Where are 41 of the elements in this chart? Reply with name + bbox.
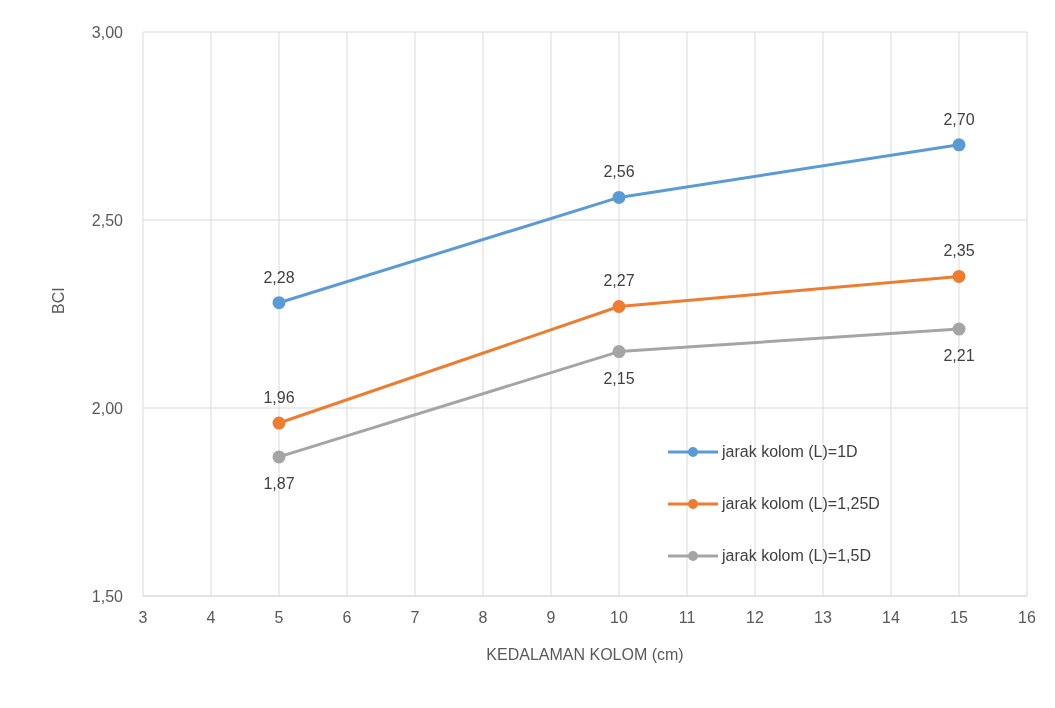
legend-label: jarak kolom (L)=1,5D [722,547,871,565]
point [612,190,626,204]
x-tick-label: 13 [814,609,832,627]
y-axis-title: BCI [49,287,67,314]
x-tick-label: 10 [610,609,628,627]
x-tick-label: 11 [678,609,696,627]
data-label: 2,21 [943,347,975,365]
data-label: 2,35 [943,242,975,260]
x-tick-label: 9 [546,609,556,627]
point [952,138,966,152]
point [272,416,286,430]
x-tick-label: 7 [410,609,420,627]
x-axis-title: KEDALAMAN KOLOM (cm) [486,646,684,663]
point [952,322,966,336]
x-tick-label: 15 [950,609,968,627]
data-label: 2,15 [603,369,635,387]
x-tick-label: 8 [478,609,488,627]
x-tick-label: 16 [1018,609,1036,627]
legend-label: jarak kolom (L)=1D [722,443,858,461]
data-label: 2,27 [603,272,635,290]
x-tick-label: 4 [206,609,216,627]
x-tick-label: 5 [274,609,284,627]
point [272,450,286,464]
data-label: 1,87 [263,474,295,492]
x-tick-label: 12 [746,609,764,627]
data-label: 2,70 [943,110,975,128]
y-tick-label: 2,00 [91,399,124,417]
legend-label: jarak kolom (L)=1,25D [722,495,880,513]
x-tick-label: 3 [138,609,148,627]
y-tick-label: 2,50 [91,211,124,229]
data-label: 2,56 [603,163,635,181]
x-tick-label: 6 [342,609,352,627]
data-label: 1,96 [263,389,295,407]
point [952,269,966,283]
data-label: 2,28 [263,268,295,286]
x-tick-label: 14 [882,609,900,627]
point [612,345,626,359]
y-tick-label: 3,00 [91,23,124,41]
y-tick-label: 1,50 [91,587,124,605]
point [612,299,626,313]
point [272,296,286,310]
